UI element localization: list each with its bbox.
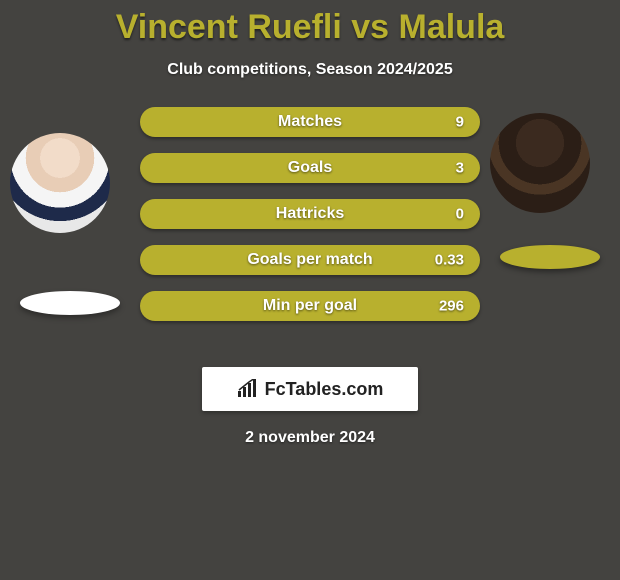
stat-bar: Matches 9 — [140, 107, 480, 137]
stat-bar: Goals 3 — [140, 153, 480, 183]
stat-value: 0.33 — [435, 252, 464, 269]
page-title: Vincent Ruefli vs Malula — [0, 0, 620, 47]
stat-bar: Min per goal 296 — [140, 291, 480, 321]
shadow-ellipse-right — [500, 245, 600, 269]
stat-value: 9 — [456, 114, 464, 131]
stat-bars: Matches 9 Goals 3 Hattricks 0 Goals per … — [140, 107, 480, 337]
stat-value: 296 — [439, 298, 464, 315]
stat-label: Min per goal — [263, 297, 357, 315]
stat-bar: Hattricks 0 — [140, 199, 480, 229]
shadow-ellipse-left — [20, 291, 120, 315]
stat-label: Goals — [288, 159, 332, 177]
brand-box: FcTables.com — [202, 367, 418, 411]
stat-value: 3 — [456, 160, 464, 177]
stat-bar: Goals per match 0.33 — [140, 245, 480, 275]
stat-label: Goals per match — [247, 251, 372, 269]
player-avatar-left — [10, 133, 110, 233]
subtitle: Club competitions, Season 2024/2025 — [0, 61, 620, 79]
brand-text: FcTables.com — [265, 379, 384, 400]
player-avatar-right — [490, 113, 590, 213]
comparison-panel: Matches 9 Goals 3 Hattricks 0 Goals per … — [0, 107, 620, 367]
date-text: 2 november 2024 — [0, 429, 620, 447]
chart-icon — [237, 379, 259, 399]
stat-value: 0 — [456, 206, 464, 223]
stat-label: Matches — [278, 113, 342, 131]
stat-label: Hattricks — [276, 205, 344, 223]
